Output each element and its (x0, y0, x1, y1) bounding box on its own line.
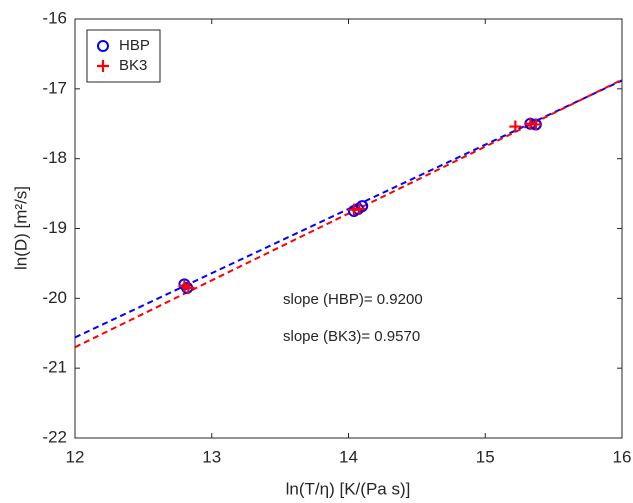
x-tick-label: 14 (339, 447, 358, 466)
legend-marker (97, 40, 109, 52)
point (529, 118, 542, 131)
annotation: slope (BK3)= 0.9570 (283, 328, 420, 345)
x-tick-label: 15 (476, 447, 495, 466)
annotation: slope (HBP)= 0.9200 (283, 291, 423, 308)
x-tick-label: 13 (202, 447, 221, 466)
y-tick-label: -20 (42, 288, 67, 307)
x-tick-label: 16 (613, 447, 632, 466)
y-axis-label: ln(D) [m²/s] (11, 186, 30, 270)
y-tick-label: -16 (42, 8, 67, 27)
y-tick-label: -21 (42, 358, 67, 377)
legend-label: BK3 (119, 57, 147, 74)
y-tick-label: -17 (42, 78, 67, 97)
y-tick-label: -19 (42, 218, 67, 237)
y-tick-label: -18 (42, 148, 67, 167)
legend-box (86, 29, 161, 83)
x-axis-label: ln(T/η) [K/(Pa s)] (286, 479, 411, 498)
point (353, 202, 366, 215)
legend-label: HBP (119, 37, 150, 54)
point (182, 281, 195, 294)
point (356, 200, 369, 213)
x-tick-label: 12 (66, 447, 85, 466)
point (509, 120, 522, 133)
y-tick-label: -22 (42, 427, 67, 446)
legend-marker (97, 60, 109, 72)
